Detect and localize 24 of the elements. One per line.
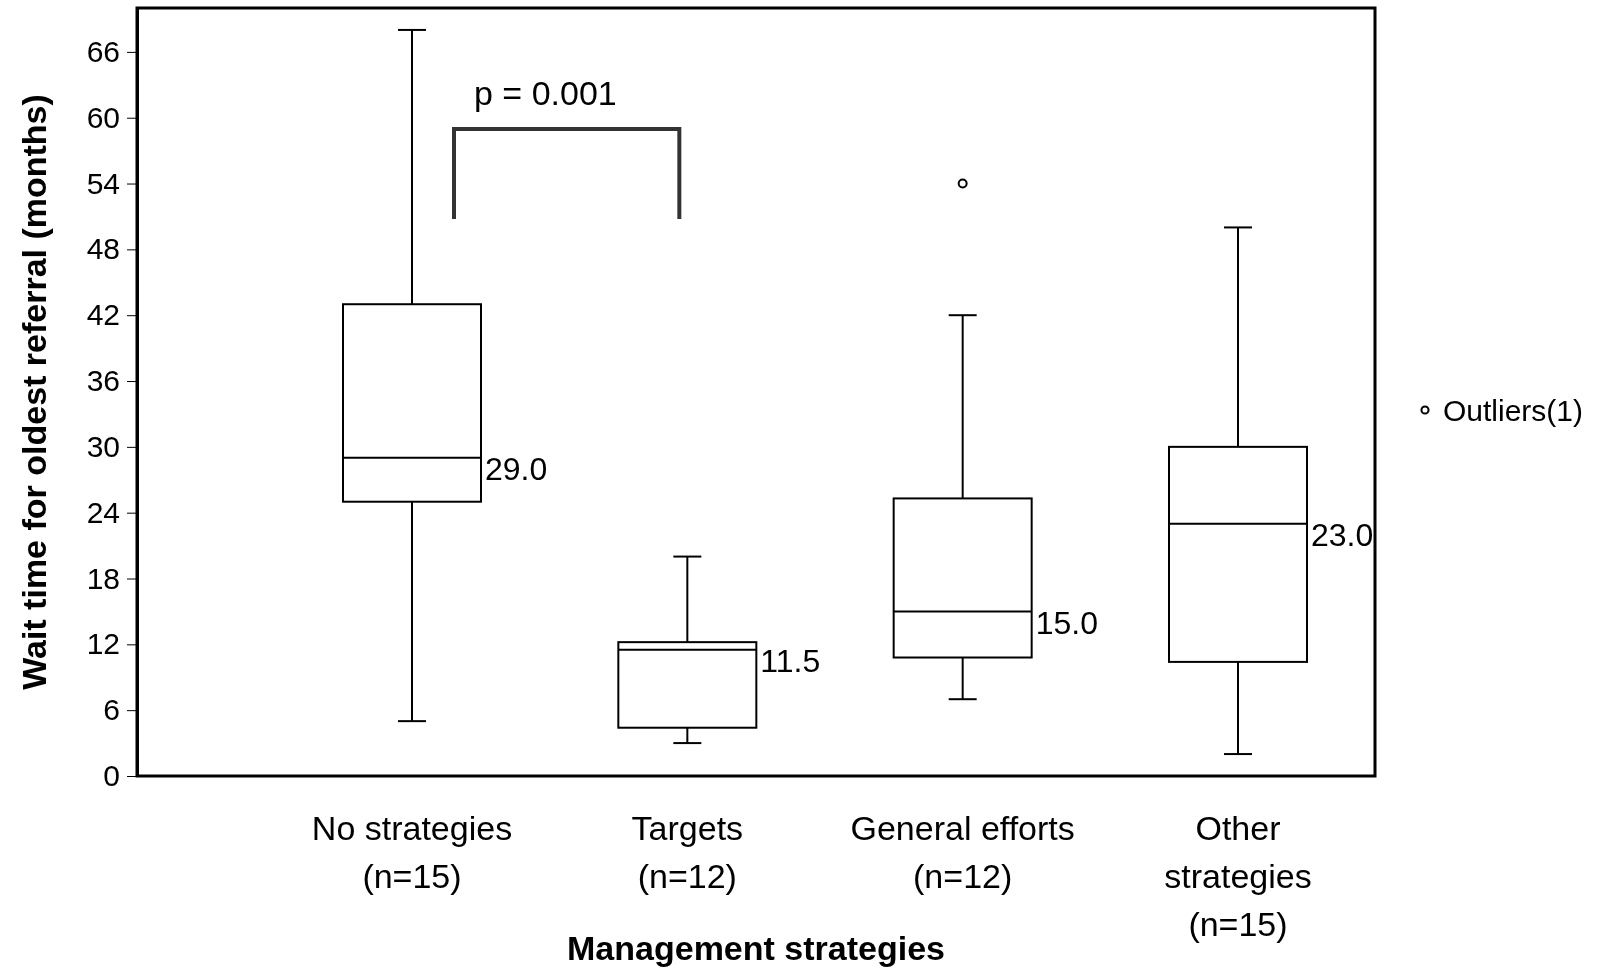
y-tick-label: 6 — [103, 693, 120, 727]
y-tick-label: 30 — [86, 429, 120, 463]
y-tick-label: 48 — [86, 232, 120, 266]
annotation: 11.5 — [760, 643, 821, 680]
x-tick-label: Other strategies (n=15) — [1164, 809, 1312, 944]
annotation: 15.0 — [1035, 604, 1098, 641]
legend-label: Outliers(1) — [1443, 393, 1584, 427]
y-tick-label: 18 — [86, 561, 120, 595]
y-axis-title: Wait time for oldest referral (months) — [15, 94, 53, 690]
y-tick-label: 66 — [86, 34, 120, 68]
annotation: 23.0 — [1311, 517, 1374, 554]
x-axis-title: Management strategies — [567, 929, 945, 967]
y-tick-label: 36 — [86, 364, 120, 398]
y-tick-label: 0 — [103, 759, 120, 793]
annotation: p = 0.001 — [474, 74, 617, 112]
annotation: 29.0 — [485, 451, 548, 488]
y-tick-label: 42 — [86, 298, 120, 332]
y-tick-label: 24 — [86, 495, 120, 529]
y-tick-label: 60 — [86, 100, 120, 134]
x-tick-label: Targets (n=12) — [631, 809, 744, 896]
x-tick-label: No strategies (n=15) — [311, 809, 513, 896]
x-tick-label: General efforts (n=12) — [850, 809, 1075, 896]
y-tick-label: 54 — [86, 166, 120, 200]
y-tick-label: 12 — [86, 627, 120, 661]
